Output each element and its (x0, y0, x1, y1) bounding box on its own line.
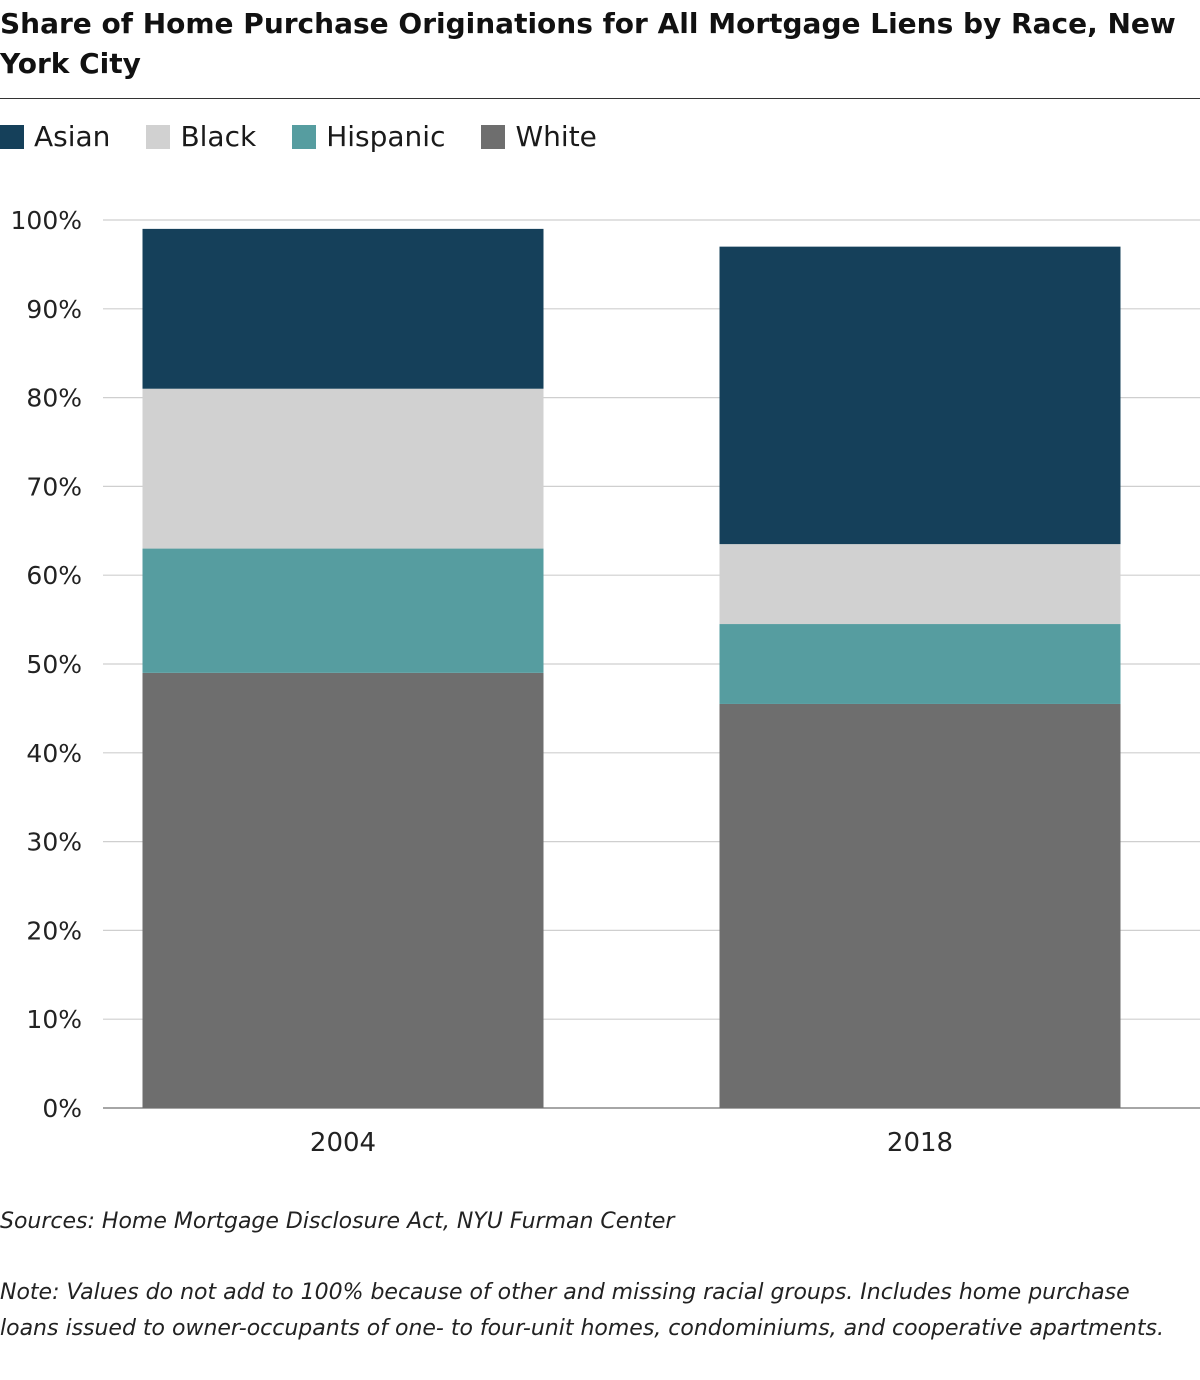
bar-2004-white (142, 672, 544, 1108)
y-tick-label-10: 100% (11, 206, 82, 235)
bar-2004-hispanic (142, 548, 544, 673)
x-tick-label-2018: 2018 (887, 1128, 953, 1158)
legend-item-hispanic: Hispanic (292, 117, 445, 157)
legend-item-black: Black (146, 117, 256, 157)
legend-swatch-white (481, 125, 506, 149)
bar-2018-asian (719, 246, 1121, 545)
legend-swatch-asian (0, 125, 24, 149)
legend-item-white: White (481, 117, 597, 157)
bar-2018-black (719, 544, 1121, 625)
bar-2004-black (142, 388, 544, 549)
legend-swatch-black (146, 125, 171, 149)
y-tick-label-8: 80% (26, 384, 82, 413)
y-tick-label-0: 0% (42, 1094, 82, 1123)
stacked-bar-chart: 0% 10% 20% 30% 40% 50% 60% 70% 80% 90% 100% 2004 201… (11, 206, 1200, 1158)
legend-item-asian: Asian (0, 117, 110, 157)
y-tick-label-2: 20% (26, 916, 82, 945)
y-tick-label-6: 60% (26, 561, 82, 590)
y-tick-label-7: 70% (26, 472, 82, 501)
y-tick-label-5: 50% (26, 650, 82, 679)
y-tick-label-4: 40% (26, 739, 82, 768)
y-tick-label-9: 90% (26, 295, 82, 324)
legend-label-white: White (515, 120, 597, 153)
bar-2018-white (719, 703, 1121, 1108)
y-tick-label-1: 10% (26, 1005, 82, 1034)
chart-title: Share of Home Purchase Originations for … (0, 7, 1176, 80)
legend-label-black: Black (180, 120, 257, 153)
bar-2018-hispanic (719, 624, 1121, 704)
legend-swatch-hispanic (292, 125, 317, 149)
legend-label-hispanic: Hispanic (326, 120, 446, 153)
footnote: Note: Values do not add to 100% because … (0, 1280, 1164, 1341)
y-tick-label-3: 30% (26, 828, 82, 857)
legend-label-asian: Asian (34, 120, 111, 153)
title-divider (0, 98, 1200, 99)
bar-2004-asian (142, 228, 544, 389)
legend: Asian Black Hispanic White (0, 117, 633, 157)
x-tick-label-2004: 2004 (310, 1128, 376, 1158)
source-note: Sources: Home Mortgage Disclosure Act, N… (0, 1209, 675, 1234)
